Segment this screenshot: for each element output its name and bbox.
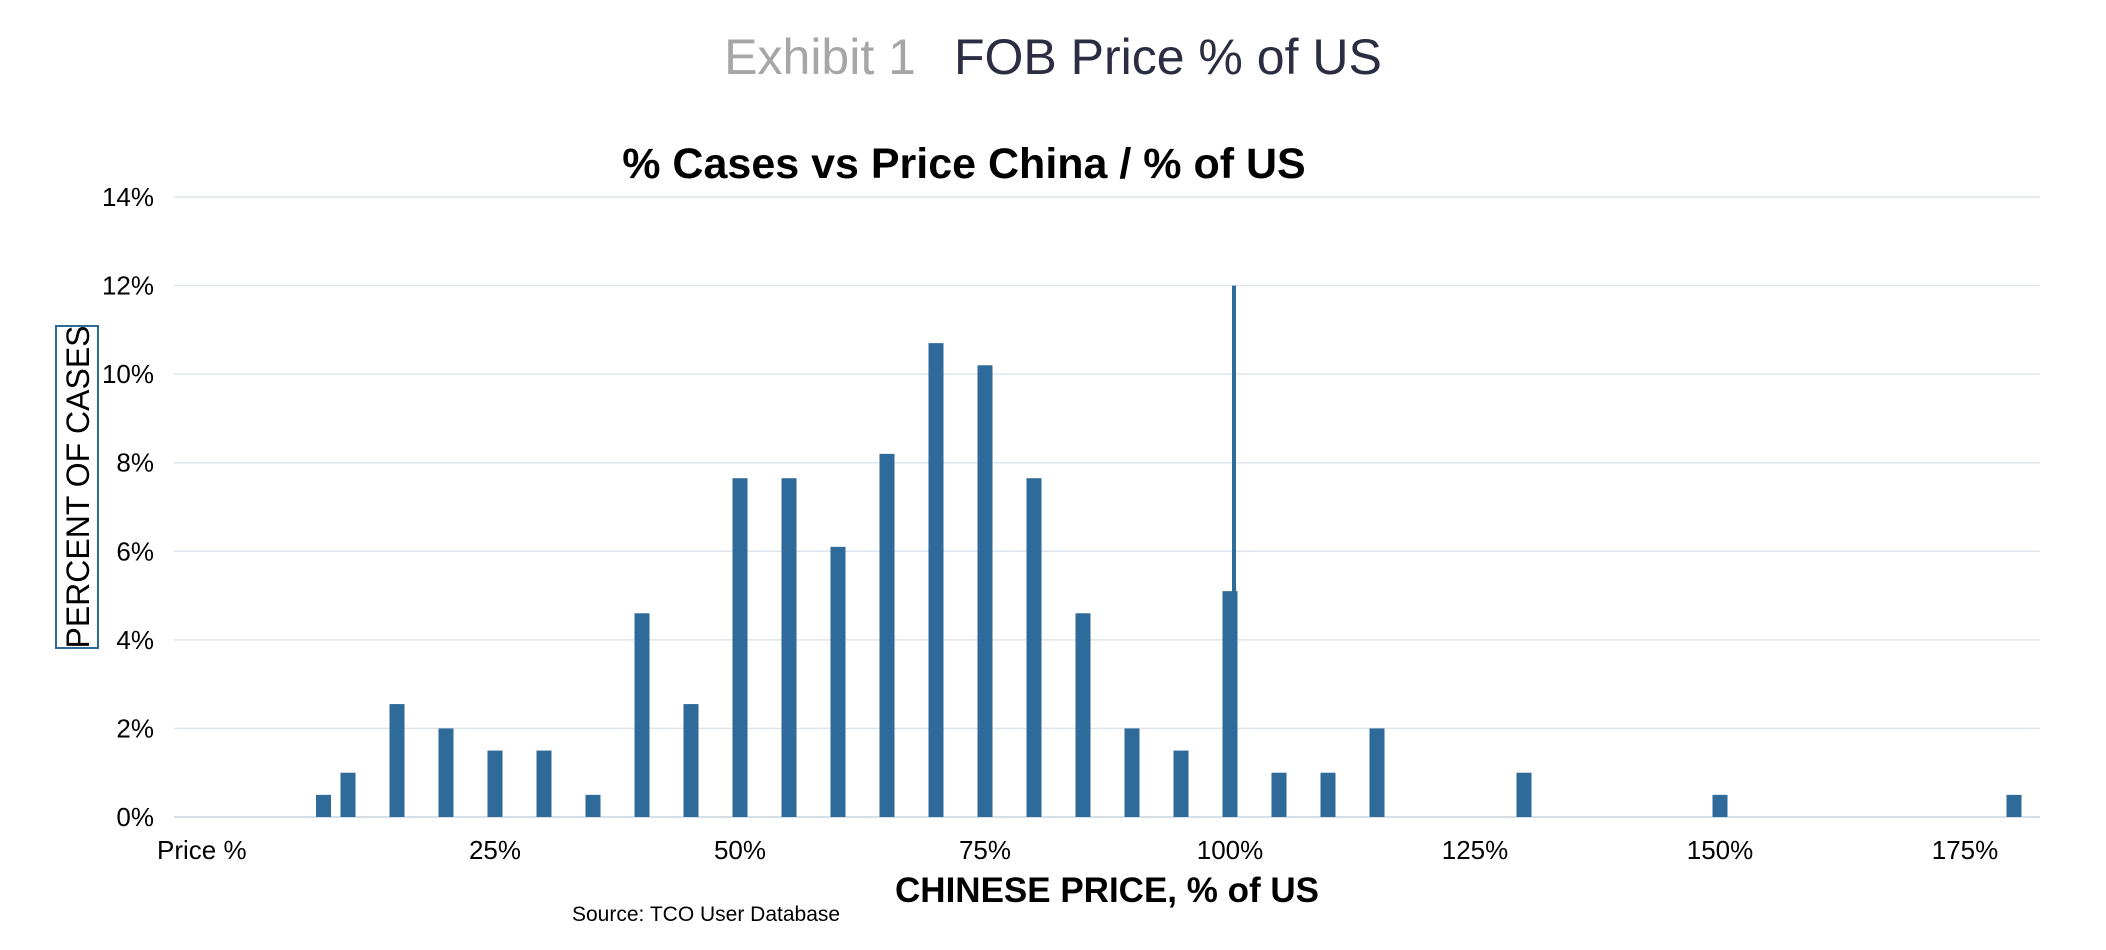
x-tick-label: 75% [959, 835, 1011, 865]
bar [732, 478, 748, 817]
x-tick-label: Price % [157, 835, 247, 865]
bar [2006, 794, 2022, 817]
x-tick-label: 150% [1687, 835, 1754, 865]
bar [1271, 772, 1287, 817]
bar [1124, 728, 1140, 817]
x-axis-ticks: Price % 25% 50% 75% 100% 125% 150% 175% [157, 835, 1998, 865]
bar [585, 794, 601, 817]
bar [1712, 794, 1728, 817]
source-note: Source: TCO User Database [572, 903, 840, 926]
bar [487, 750, 503, 817]
bar [1075, 613, 1091, 817]
exhibit-label: Exhibit 1 [724, 29, 916, 85]
bar [389, 704, 405, 817]
y-tick-label: 2% [116, 713, 154, 743]
x-tick-label: 25% [469, 835, 521, 865]
bar [634, 613, 650, 817]
bar [830, 546, 846, 817]
bar [1516, 772, 1532, 817]
bar [1320, 772, 1336, 817]
bar [1026, 478, 1042, 817]
y-tick-label: 6% [116, 536, 154, 566]
bar [1369, 728, 1385, 817]
y-tick-label: 10% [102, 359, 154, 389]
x-tick-label: 100% [1197, 835, 1264, 865]
y-tick-label: 8% [116, 448, 154, 478]
y-tick-label: 12% [102, 271, 154, 301]
exhibit-header: Exhibit 1 FOB Price % of US [0, 28, 2106, 86]
y-axis-title-box [55, 325, 99, 649]
chart-title: % Cases vs Price China / % of US [622, 140, 1306, 188]
x-tick-label: 125% [1442, 835, 1509, 865]
bar [340, 772, 356, 817]
y-tick-label: 4% [116, 625, 154, 655]
bar [1173, 750, 1189, 817]
y-tick-label: 14% [102, 182, 154, 212]
x-tick-label: 50% [714, 835, 766, 865]
bar [438, 728, 454, 817]
bar [683, 704, 699, 817]
y-axis-ticks: 0% 2% 4% 6% 8% 10% 12% 14% [102, 182, 154, 832]
bar [879, 453, 895, 817]
y-axis-title: PERCENT OF CASES [60, 325, 96, 648]
x-axis-title: CHINESE PRICE, % of US [895, 871, 1319, 910]
bar [928, 343, 944, 817]
bars [316, 343, 2022, 817]
bar [781, 478, 797, 817]
x-tick-label: 175% [1932, 835, 1999, 865]
bar [536, 750, 552, 817]
gridlines [174, 196, 2040, 818]
y-tick-label: 0% [116, 802, 154, 832]
exhibit-title: FOB Price % of US [953, 29, 1382, 85]
bar [977, 365, 993, 817]
bar [316, 794, 331, 817]
